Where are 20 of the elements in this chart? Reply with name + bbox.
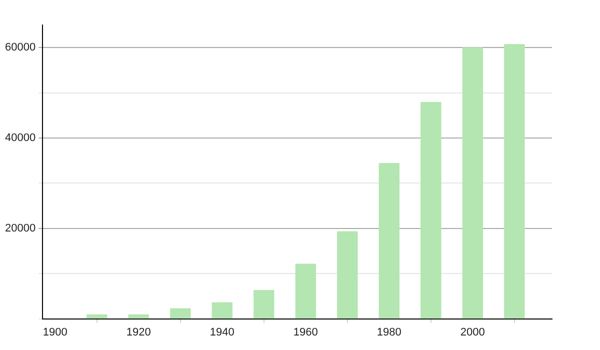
bar [295, 264, 316, 319]
bar [504, 44, 525, 319]
y-tick-label: 20000 [4, 222, 36, 234]
x-tick-label: 1900 [42, 326, 68, 338]
y-tick-label: 60000 [4, 42, 36, 54]
bar [86, 314, 108, 319]
x-tick-label: 1960 [293, 326, 318, 338]
bar [420, 102, 442, 319]
x-tick-label: 1980 [376, 326, 402, 338]
bar [170, 308, 191, 319]
bar [212, 302, 232, 319]
bar [378, 162, 400, 319]
bar [337, 231, 358, 319]
x-tick-label: 1940 [210, 326, 234, 338]
bar [254, 290, 274, 319]
x-tick-label: 1920 [126, 326, 151, 338]
x-tick-label: 2000 [460, 326, 485, 338]
bar [128, 314, 149, 319]
bar [462, 47, 483, 319]
y-tick-label: 40000 [4, 132, 36, 144]
